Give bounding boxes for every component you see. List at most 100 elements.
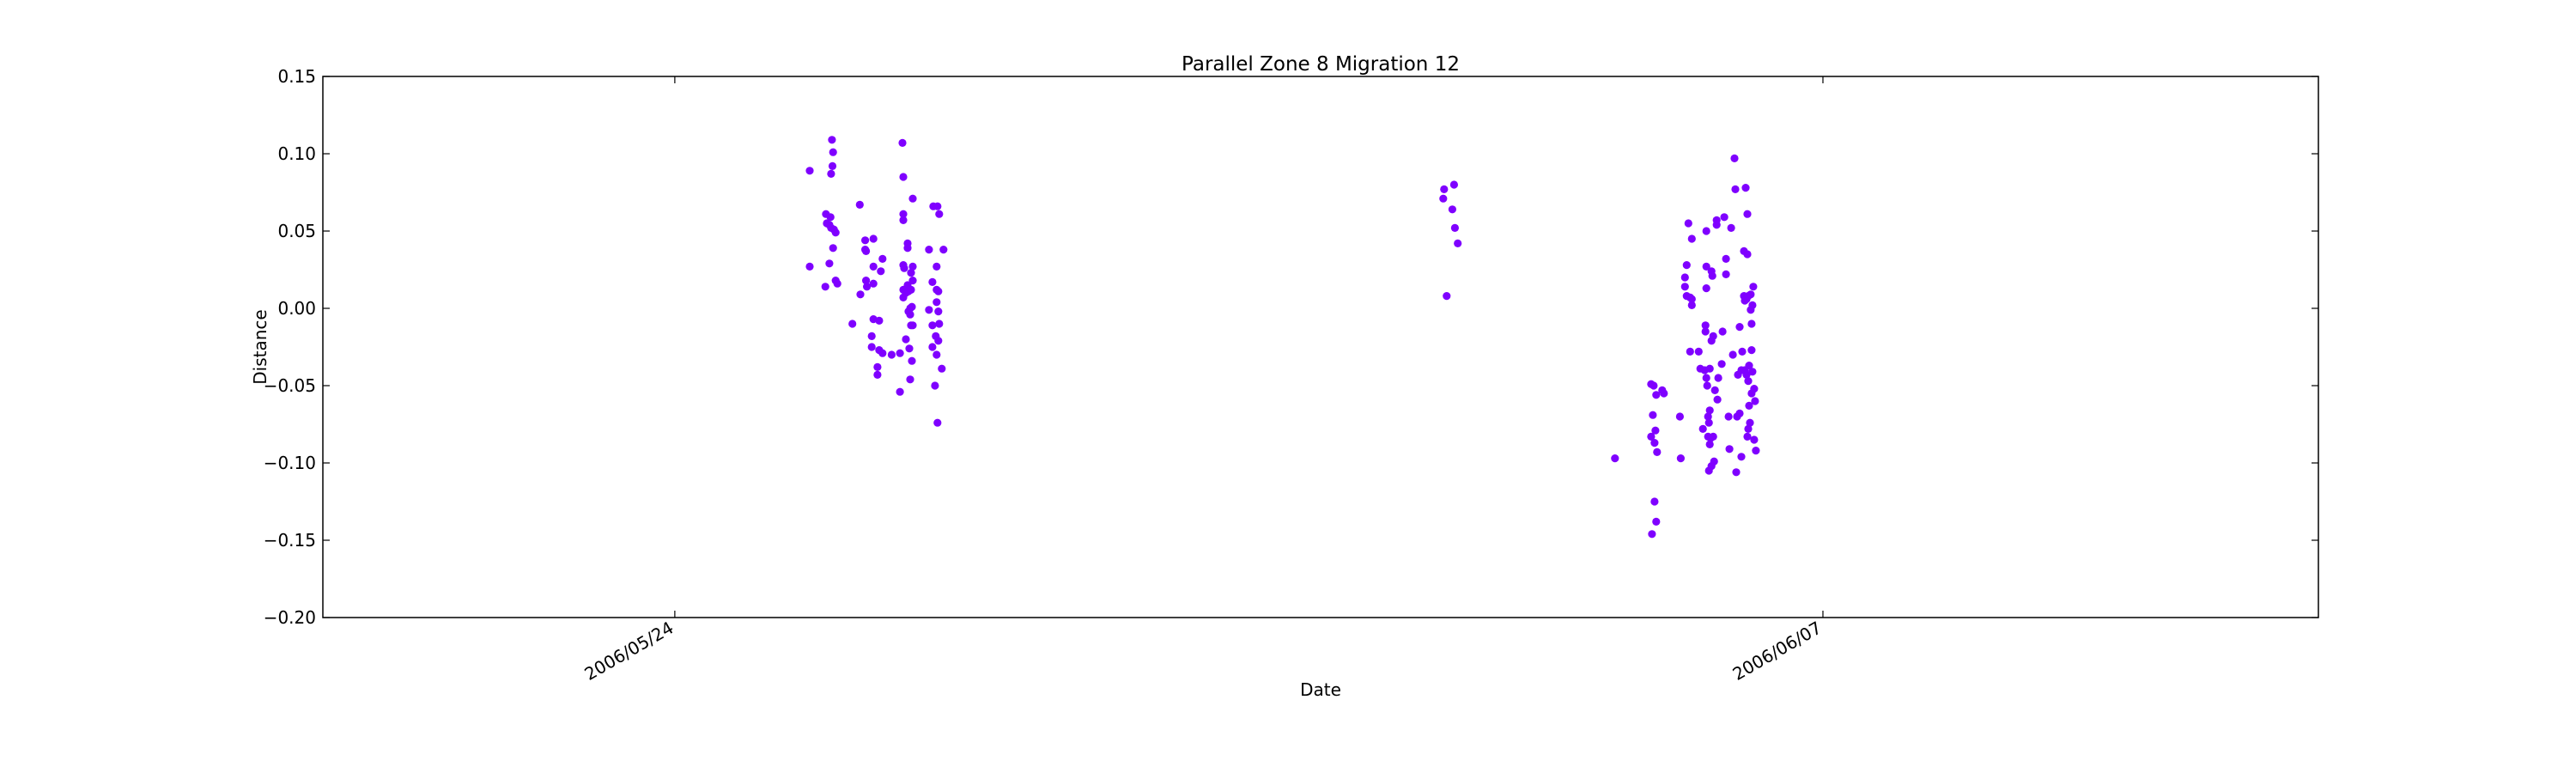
data-point-12 (829, 148, 837, 156)
data-point-73 (928, 277, 937, 286)
data-point-61 (906, 310, 914, 319)
data-point-137 (1704, 412, 1712, 421)
data-point-77 (931, 381, 939, 390)
data-point-51 (902, 335, 910, 344)
data-point-189 (1745, 401, 1753, 410)
data-point-121 (1686, 347, 1694, 356)
data-point-157 (1718, 327, 1727, 336)
data-point-174 (1738, 347, 1747, 356)
data-point-84 (933, 418, 942, 427)
data-point-182 (1743, 210, 1752, 218)
data-point-19 (855, 200, 864, 209)
data-point-124 (1687, 295, 1696, 303)
data-point-23 (862, 247, 871, 255)
data-point-41 (896, 387, 904, 396)
y-tick-label-0: 0.15 (277, 66, 316, 87)
data-point-72 (925, 306, 933, 314)
plot-area-frame (322, 76, 2319, 618)
data-point-87 (934, 337, 943, 345)
y-tick-label-5: −0.10 (264, 453, 316, 473)
data-point-181 (1742, 370, 1751, 379)
data-point-188 (1745, 362, 1753, 370)
data-point-147 (1708, 271, 1716, 280)
data-point-74 (928, 321, 937, 330)
data-point-201 (1751, 397, 1759, 405)
y-tick-label-2: 0.05 (277, 221, 316, 241)
data-point-133 (1702, 284, 1710, 293)
data-point-65 (908, 356, 916, 365)
data-point-30 (869, 234, 878, 243)
data-point-115 (1680, 273, 1689, 282)
data-point-114 (1676, 454, 1685, 463)
data-point-155 (1714, 374, 1722, 382)
data-point-70 (908, 321, 917, 330)
y-tick-label-3: 0.00 (277, 298, 316, 319)
data-point-63 (907, 285, 915, 294)
data-point-44 (899, 216, 908, 224)
data-point-57 (905, 344, 914, 353)
data-point-40 (896, 349, 904, 357)
y-tick-label-4: −0.05 (264, 375, 316, 396)
data-point-17 (833, 279, 841, 288)
data-point-167 (1732, 468, 1741, 477)
data-point-183 (1743, 250, 1752, 259)
data-point-102 (1648, 530, 1656, 539)
data-point-75 (928, 343, 937, 351)
data-point-107 (1651, 426, 1660, 435)
data-point-25 (863, 283, 872, 291)
data-point-171 (1735, 409, 1744, 417)
data-point-27 (867, 343, 876, 351)
data-point-37 (878, 254, 887, 263)
y-tick-label-7: −0.20 (264, 607, 316, 628)
data-point-110 (1653, 447, 1662, 457)
data-point-94 (1443, 292, 1451, 301)
data-point-119 (1684, 219, 1692, 228)
x-tick-label-0: 2006/05/24 (581, 618, 677, 685)
data-point-139 (1704, 418, 1713, 427)
y-axis-label: Distance (250, 309, 270, 384)
data-point-91 (939, 246, 948, 254)
data-point-109 (1652, 391, 1661, 399)
data-point-89 (935, 320, 944, 328)
data-point-58 (906, 375, 914, 384)
y-tick-label-6: −0.15 (264, 530, 316, 551)
data-point-11 (828, 161, 837, 170)
data-point-159 (1722, 254, 1730, 263)
data-point-187 (1744, 424, 1753, 433)
data-point-103 (1649, 411, 1657, 419)
data-point-31 (869, 279, 878, 288)
data-point-149 (1709, 432, 1717, 441)
data-point-42 (898, 138, 907, 147)
data-point-39 (887, 350, 896, 359)
data-point-21 (861, 236, 870, 245)
data-point-165 (1730, 154, 1739, 162)
data-point-113 (1675, 412, 1684, 421)
data-point-193 (1747, 320, 1756, 328)
data-point-53 (903, 244, 912, 253)
x-axis-label: Date (1300, 679, 1341, 700)
data-point-172 (1737, 453, 1746, 461)
data-point-92 (1439, 194, 1448, 203)
data-point-16 (831, 228, 840, 237)
data-point-200 (1750, 435, 1759, 444)
data-point-148 (1709, 332, 1717, 340)
data-point-106 (1650, 438, 1659, 447)
data-point-196 (1748, 301, 1757, 309)
data-point-191 (1747, 290, 1755, 299)
data-point-184 (1743, 432, 1752, 441)
data-point-154 (1713, 395, 1722, 404)
data-point-108 (1652, 517, 1661, 526)
data-point-140 (1705, 406, 1714, 415)
data-point-117 (1682, 261, 1691, 270)
data-point-150 (1710, 457, 1718, 466)
data-point-81 (933, 298, 941, 307)
data-point-20 (856, 290, 865, 299)
data-point-43 (899, 173, 908, 181)
data-point-194 (1747, 346, 1756, 355)
data-points (805, 136, 1760, 539)
data-point-29 (869, 262, 878, 271)
data-point-104 (1649, 381, 1658, 390)
data-point-86 (934, 307, 943, 316)
data-point-38 (878, 349, 887, 357)
data-point-68 (908, 277, 917, 285)
